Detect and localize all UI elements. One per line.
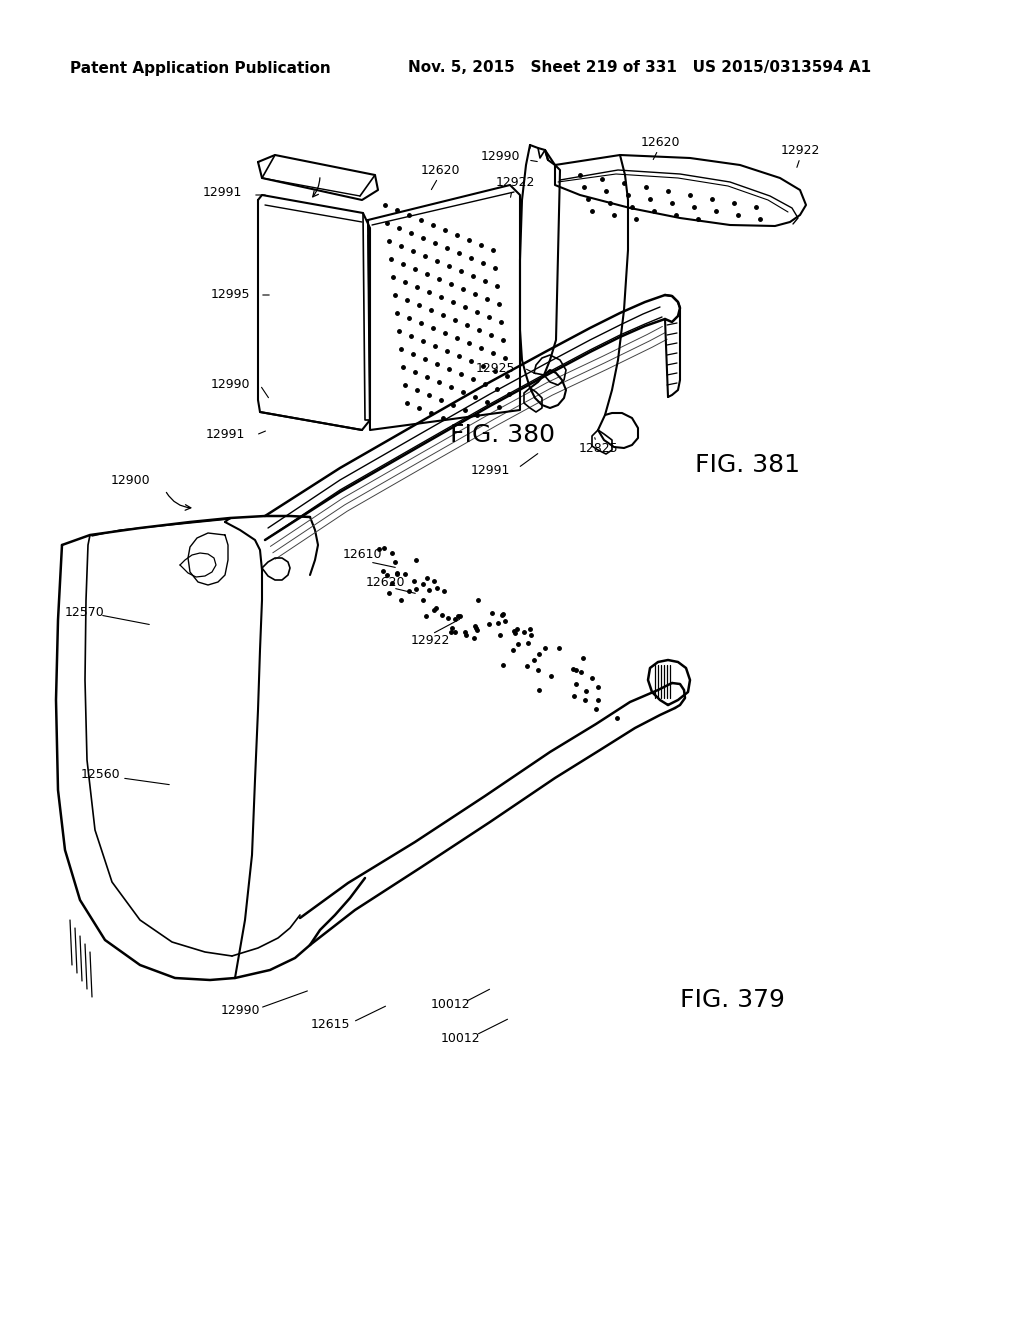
Text: 12560: 12560 bbox=[80, 768, 120, 781]
Text: 10012: 10012 bbox=[440, 1031, 480, 1044]
Text: Patent Application Publication: Patent Application Publication bbox=[70, 61, 331, 75]
Text: 12922: 12922 bbox=[780, 144, 819, 157]
Text: 12825: 12825 bbox=[579, 441, 617, 454]
Text: 12925: 12925 bbox=[475, 362, 515, 375]
Text: 12610: 12610 bbox=[342, 549, 382, 561]
Text: 12620: 12620 bbox=[640, 136, 680, 149]
Text: 12995: 12995 bbox=[211, 289, 250, 301]
Text: 12615: 12615 bbox=[310, 1019, 350, 1031]
Text: 12990: 12990 bbox=[480, 150, 520, 164]
Text: 12990: 12990 bbox=[211, 379, 250, 392]
Text: FIG. 380: FIG. 380 bbox=[450, 422, 555, 447]
Text: 12922: 12922 bbox=[496, 176, 535, 189]
Text: 12620: 12620 bbox=[420, 164, 460, 177]
Text: Nov. 5, 2015   Sheet 219 of 331   US 2015/0313594 A1: Nov. 5, 2015 Sheet 219 of 331 US 2015/03… bbox=[409, 61, 871, 75]
Text: 10012: 10012 bbox=[430, 998, 470, 1011]
Text: 12991: 12991 bbox=[206, 429, 245, 441]
Text: FIG. 381: FIG. 381 bbox=[695, 453, 800, 477]
Text: 12922: 12922 bbox=[411, 634, 450, 647]
Text: 12991: 12991 bbox=[471, 463, 510, 477]
Text: 12570: 12570 bbox=[66, 606, 104, 619]
Text: 12620: 12620 bbox=[366, 576, 404, 589]
Text: 12990: 12990 bbox=[220, 1003, 260, 1016]
Text: 12991: 12991 bbox=[203, 186, 242, 199]
Text: 12900: 12900 bbox=[111, 474, 150, 487]
Text: FIG. 379: FIG. 379 bbox=[680, 987, 784, 1012]
